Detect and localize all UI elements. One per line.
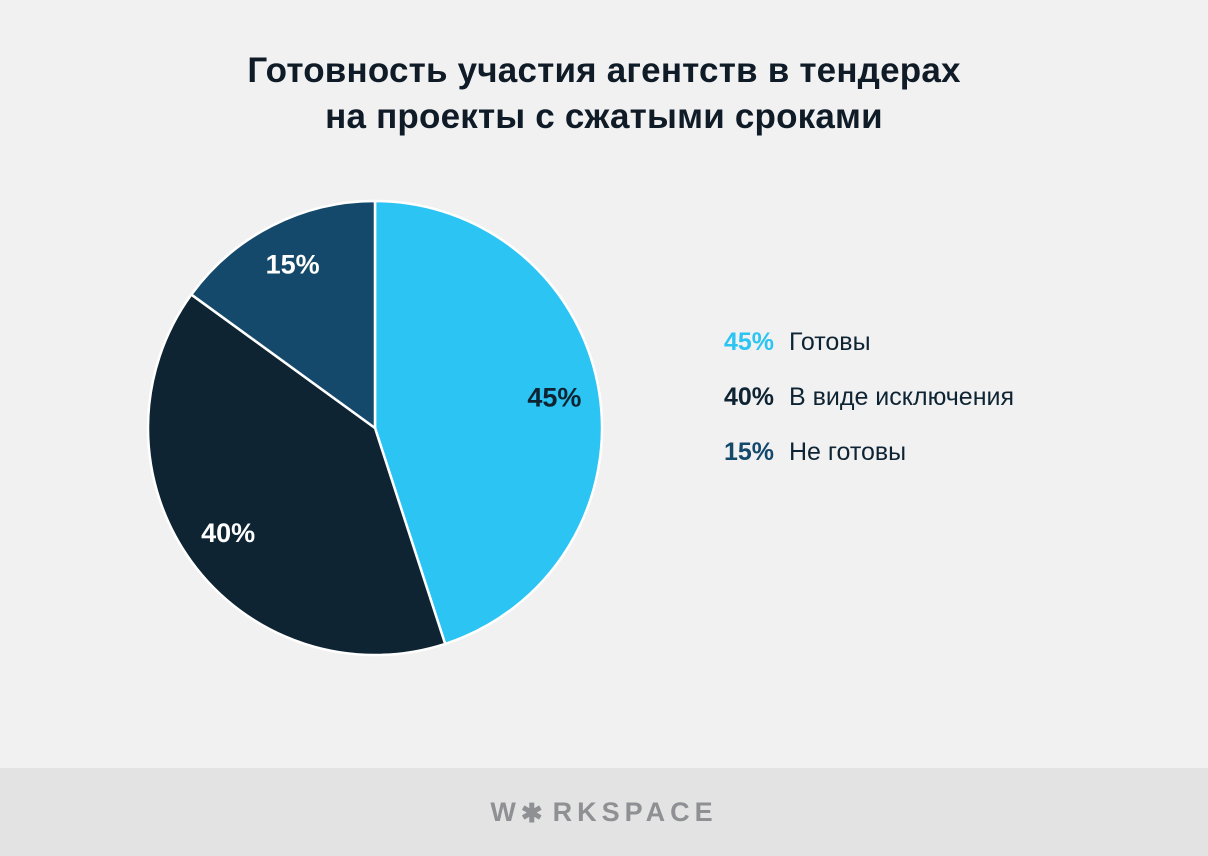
page-title-line1: Готовность участия агентств в тендерах — [247, 51, 961, 90]
pie-slice-label-3: 15% — [266, 249, 320, 279]
workspace-logo: W ✱ RKSPACE — [490, 797, 717, 828]
footer-band: W ✱ RKSPACE — [0, 768, 1208, 856]
legend-percent: 45% — [723, 328, 774, 356]
workspace-logo-suffix: RKSPACE — [552, 796, 718, 827]
pie-chart-container: 45% 40% 15% — [145, 198, 605, 658]
legend-percent: 40% — [723, 383, 774, 411]
legend-label: Готовы — [789, 328, 871, 356]
pie-chart: 45% 40% 15% — [146, 199, 604, 657]
pie-slice-3 — [190, 199, 377, 430]
legend-label: Не готовы — [789, 438, 907, 466]
legend-percent: 15% — [723, 438, 774, 466]
chart-legend: 45% Готовы 40% В виде исключения 15% Не … — [716, 328, 1014, 493]
legend-item-gotovy: 45% Готовы — [716, 328, 1014, 357]
pie-slice-1 — [373, 199, 604, 646]
page-title-line2: на проекты с сжатыми сроками — [325, 97, 883, 137]
workspace-logo-prefix: W — [490, 796, 521, 827]
legend-item-ne-gotovy: 15% Не готовы — [716, 438, 1014, 467]
pie-slice-2 — [146, 293, 447, 657]
pie-slice-label-2: 40% — [201, 518, 255, 548]
workspace-logo-star-icon: ✱ — [520, 798, 548, 828]
legend-item-v-vide-isklyucheniya: 40% В виде исключения — [716, 383, 1014, 412]
pie-slice-label-1: 45% — [527, 383, 581, 413]
page-title: Готовность участия агентств в тендерах н… — [0, 48, 1208, 140]
legend-label: В виде исключения — [789, 383, 1015, 411]
